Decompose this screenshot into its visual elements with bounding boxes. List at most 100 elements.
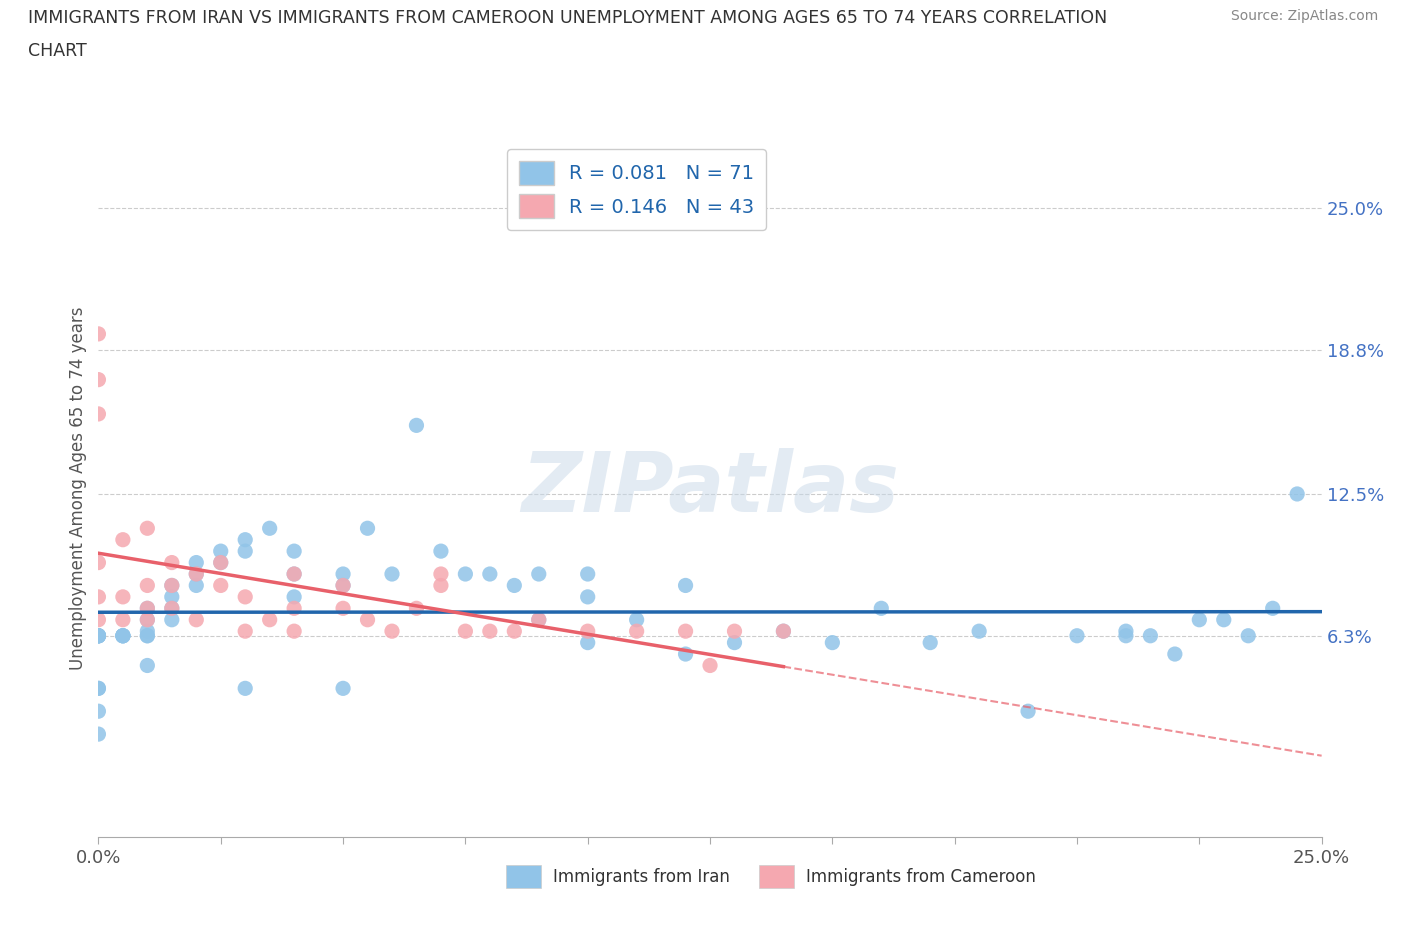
Point xyxy=(626,624,648,639)
Point xyxy=(87,704,110,719)
Point xyxy=(136,612,159,627)
Point xyxy=(233,544,256,559)
Point xyxy=(186,555,208,570)
Point xyxy=(675,578,697,593)
Point xyxy=(405,418,427,432)
Point xyxy=(87,406,110,421)
Point xyxy=(87,629,110,644)
Point xyxy=(675,624,697,639)
Legend: R = 0.081   N = 71, R = 0.146   N = 43: R = 0.081 N = 71, R = 0.146 N = 43 xyxy=(508,149,766,230)
Point xyxy=(111,590,134,604)
Text: CHART: CHART xyxy=(28,42,87,60)
Point xyxy=(136,601,159,616)
Text: Immigrants from Cameroon: Immigrants from Cameroon xyxy=(806,868,1035,885)
Point xyxy=(503,624,526,639)
Point xyxy=(1188,612,1211,627)
Point xyxy=(160,601,183,616)
Point xyxy=(233,532,256,547)
Point xyxy=(1115,624,1137,639)
Point xyxy=(186,566,208,581)
Point xyxy=(233,681,256,696)
Point xyxy=(136,601,159,616)
Point xyxy=(356,612,378,627)
Point xyxy=(87,555,110,570)
Point xyxy=(332,681,354,696)
Point xyxy=(87,629,110,644)
Point xyxy=(186,566,208,581)
Point xyxy=(576,635,599,650)
Point xyxy=(478,624,501,639)
Point xyxy=(160,612,183,627)
Point xyxy=(209,544,232,559)
Point xyxy=(723,635,745,650)
Point xyxy=(870,601,893,616)
Point xyxy=(87,629,110,644)
Point xyxy=(454,624,477,639)
Point xyxy=(356,521,378,536)
Point xyxy=(1286,486,1309,501)
Text: ZIPatlas: ZIPatlas xyxy=(522,447,898,529)
Point xyxy=(186,578,208,593)
Point xyxy=(111,629,134,644)
Point xyxy=(1212,612,1234,627)
Point xyxy=(699,658,721,673)
Point xyxy=(283,590,305,604)
Point xyxy=(87,629,110,644)
Text: Immigrants from Iran: Immigrants from Iran xyxy=(553,868,730,885)
Point xyxy=(87,726,110,741)
Point xyxy=(111,629,134,644)
Point xyxy=(675,646,697,661)
Point xyxy=(160,578,183,593)
Point xyxy=(723,624,745,639)
Point xyxy=(772,624,794,639)
Point xyxy=(87,590,110,604)
Point xyxy=(576,566,599,581)
Point xyxy=(405,601,427,616)
Point xyxy=(283,566,305,581)
Point xyxy=(332,566,354,581)
Point xyxy=(186,612,208,627)
Point xyxy=(136,624,159,639)
Point xyxy=(87,681,110,696)
Point xyxy=(1164,646,1187,661)
Point xyxy=(233,590,256,604)
Point xyxy=(259,612,281,627)
Point xyxy=(87,372,110,387)
Point xyxy=(381,566,404,581)
Point xyxy=(527,612,550,627)
Point xyxy=(478,566,501,581)
Point xyxy=(527,612,550,627)
Point xyxy=(430,578,453,593)
Point xyxy=(967,624,990,639)
Point xyxy=(821,635,844,650)
Point xyxy=(136,612,159,627)
Point xyxy=(87,612,110,627)
Text: IMMIGRANTS FROM IRAN VS IMMIGRANTS FROM CAMEROON UNEMPLOYMENT AMONG AGES 65 TO 7: IMMIGRANTS FROM IRAN VS IMMIGRANTS FROM … xyxy=(28,9,1108,27)
Point xyxy=(430,544,453,559)
Point xyxy=(283,601,305,616)
Point xyxy=(283,624,305,639)
Point xyxy=(233,624,256,639)
Point xyxy=(1115,629,1137,644)
Text: Source: ZipAtlas.com: Source: ZipAtlas.com xyxy=(1230,9,1378,23)
Point xyxy=(1261,601,1284,616)
Point xyxy=(332,601,354,616)
Point xyxy=(160,590,183,604)
Point xyxy=(111,629,134,644)
Point xyxy=(283,544,305,559)
Point xyxy=(1139,629,1161,644)
Point xyxy=(209,578,232,593)
Point xyxy=(381,624,404,639)
Point xyxy=(503,578,526,593)
Point xyxy=(87,629,110,644)
Point xyxy=(576,590,599,604)
Point xyxy=(87,326,110,341)
Point xyxy=(111,532,134,547)
Point xyxy=(111,629,134,644)
Point xyxy=(527,566,550,581)
Point xyxy=(209,555,232,570)
Point xyxy=(87,629,110,644)
Point xyxy=(1017,704,1039,719)
Point xyxy=(626,612,648,627)
Point xyxy=(1066,629,1088,644)
